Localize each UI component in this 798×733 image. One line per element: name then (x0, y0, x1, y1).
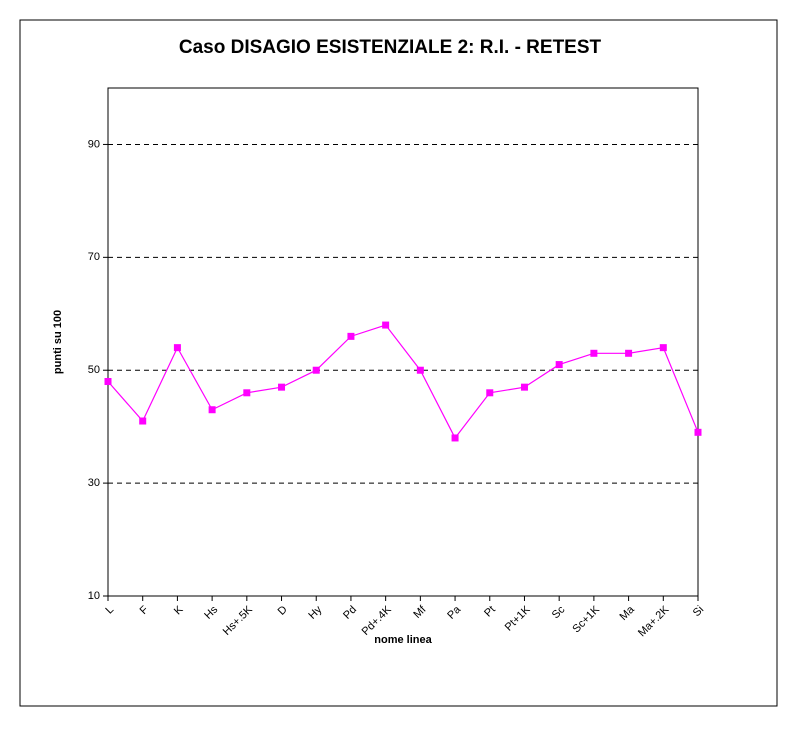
data-point (625, 349, 633, 357)
data-point (104, 378, 112, 386)
data-point (243, 389, 251, 397)
plot-area (107, 87, 699, 597)
y-tick-label: 10 (88, 590, 100, 602)
data-point (312, 366, 320, 374)
series-line (107, 324, 699, 440)
data-point (347, 332, 355, 340)
data-point (208, 406, 216, 414)
y-tick-label: 70 (88, 251, 100, 263)
data-point (659, 344, 667, 352)
data-point (555, 361, 563, 369)
y-tick-label: 90 (88, 138, 100, 150)
chart-frame (19, 19, 778, 707)
y-tick-label: 50 (88, 364, 100, 376)
data-point (382, 321, 390, 329)
data-point (590, 349, 598, 357)
data-point (173, 344, 181, 352)
data-point (139, 417, 147, 425)
x-axis-label: nome linea (374, 634, 432, 646)
data-point (694, 428, 702, 436)
data-point (451, 434, 459, 442)
data-point (278, 383, 286, 391)
data-point (416, 366, 424, 374)
y-axis-label: punti su 100 (52, 310, 64, 374)
data-point (486, 389, 494, 397)
data-point (520, 383, 528, 391)
chart-title: Caso DISAGIO ESISTENZIALE 2: R.I. - RETE… (179, 37, 602, 58)
y-tick-label: 30 (88, 477, 100, 489)
